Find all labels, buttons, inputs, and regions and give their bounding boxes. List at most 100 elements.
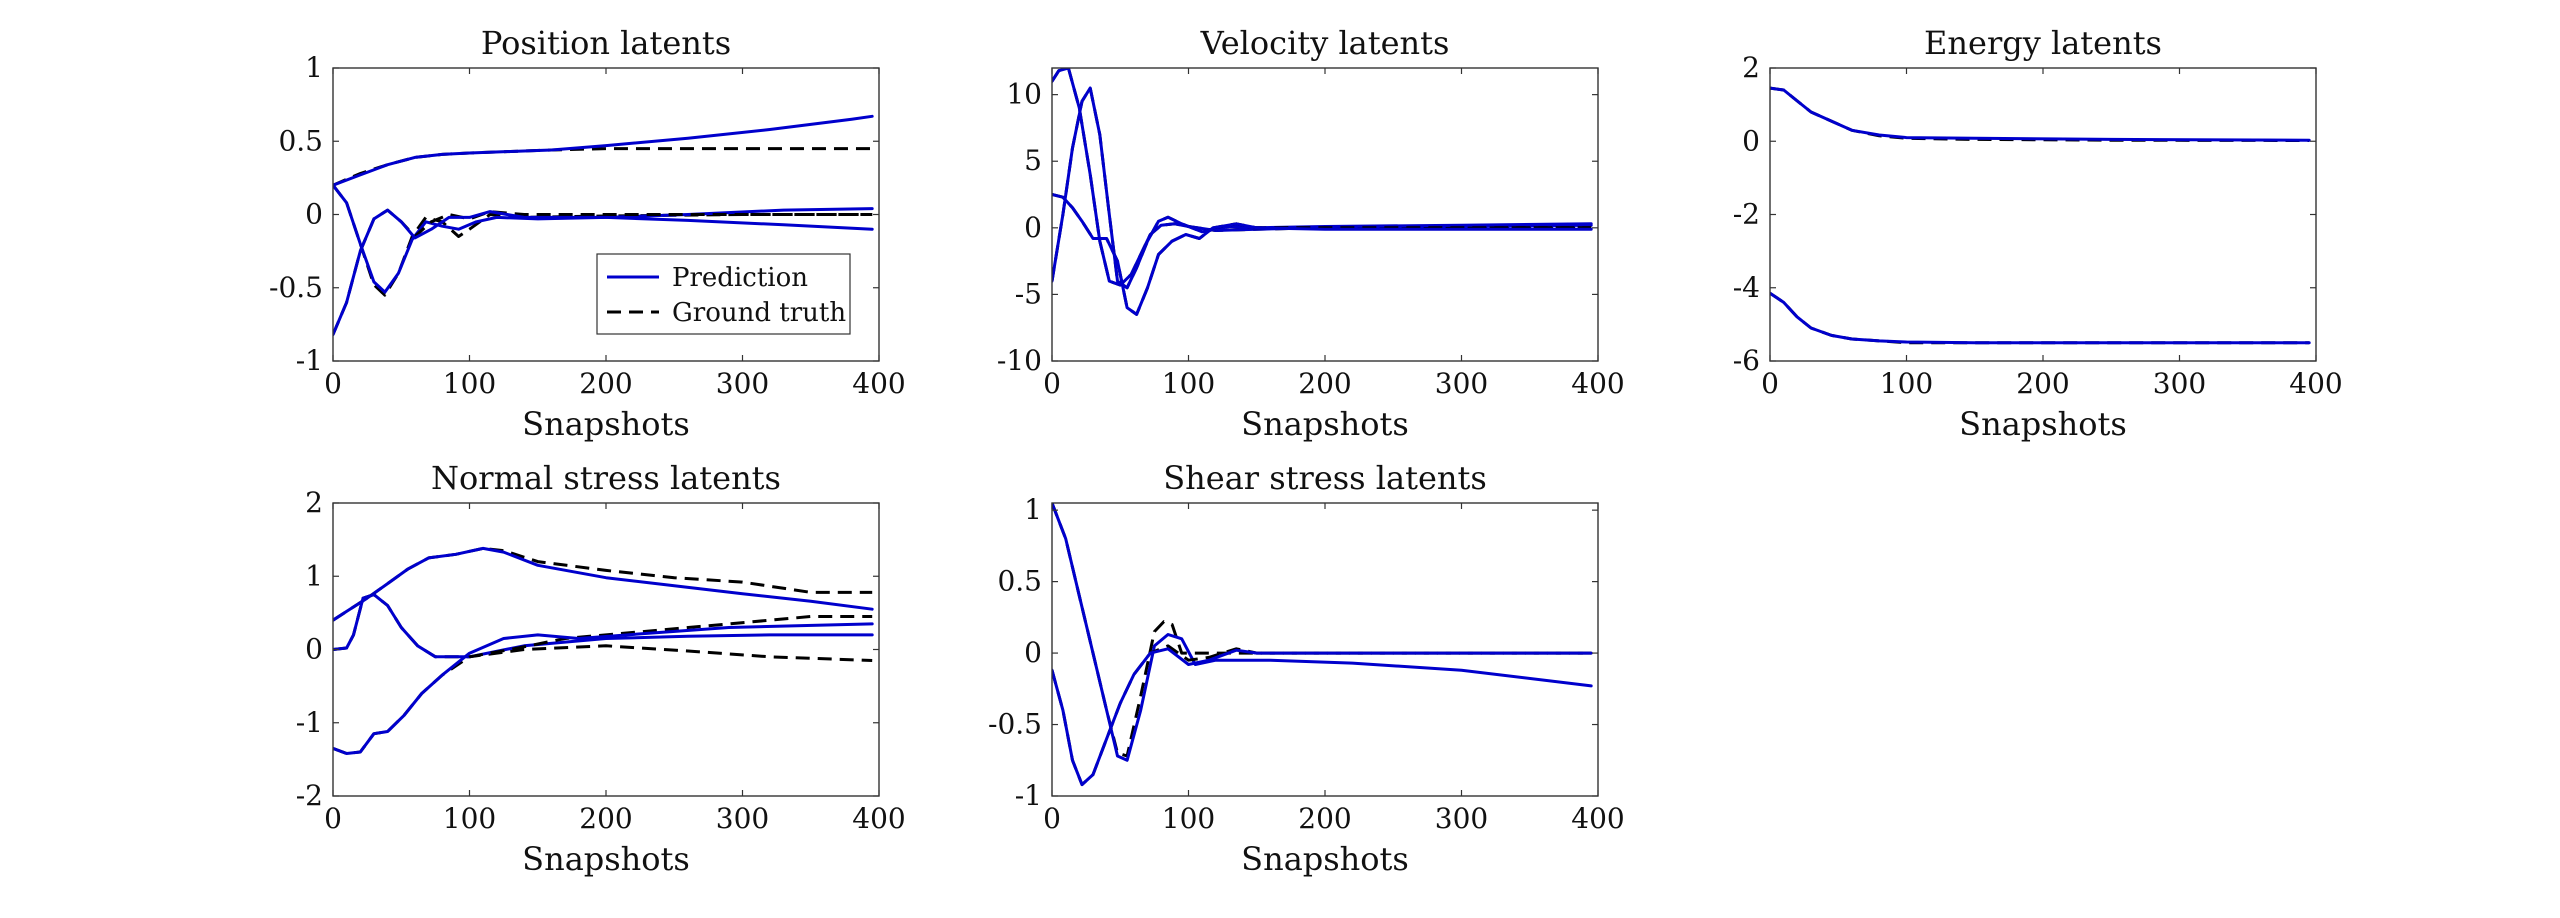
chart-panel-4: Normal stress latents 0 100 200 300 400 -2 -1 0 1… <box>296 459 906 878</box>
x-axis-label: Snapshots <box>1241 405 1409 443</box>
chart-panel-2: Velocity latents 0 100 200 300 400 -10 -5 0 5 10 Sn… <box>997 24 1625 443</box>
x-tick-label: 300 <box>716 802 769 835</box>
x-tick-label: 200 <box>1298 802 1351 835</box>
y-tick-label: 0 <box>1024 636 1042 669</box>
y-tick-label: -2 <box>296 779 323 812</box>
y-tick-label: 1 <box>305 559 323 592</box>
series-group <box>333 114 874 337</box>
ground-truth-line-1 <box>333 546 873 622</box>
prediction-line-2 <box>1052 503 1593 762</box>
ground-truth-line-3 <box>333 593 873 662</box>
prediction-line-2 <box>333 546 874 622</box>
x-tick-label: 300 <box>2153 367 2206 400</box>
prediction-line-4 <box>1770 291 2311 345</box>
x-tick-label: 200 <box>1298 367 1351 400</box>
ground-truth-line-3 <box>1052 86 1592 290</box>
y-tick-label: -1 <box>296 344 323 377</box>
x-tick-label: 200 <box>579 367 632 400</box>
axes-box <box>1051 502 1599 797</box>
x-tick-label: 200 <box>579 802 632 835</box>
y-tick-label: -1 <box>1015 779 1042 812</box>
x-axis-label: Snapshots <box>1241 840 1409 878</box>
ground-truth-line-3 <box>1770 291 2310 345</box>
x-tick-label: 100 <box>443 367 496 400</box>
x-tick-label: 300 <box>1435 367 1488 400</box>
prediction-line-2 <box>1052 68 1593 287</box>
x-tick-label: 100 <box>443 802 496 835</box>
y-tick-label: 0.5 <box>997 565 1042 598</box>
y-tick-label: -1 <box>296 706 323 739</box>
ground-truth-line-3 <box>1052 644 1592 787</box>
chart-title: Normal stress latents <box>431 459 781 497</box>
x-tick-label: 400 <box>1571 367 1624 400</box>
x-tick-label: 400 <box>852 802 905 835</box>
legend-box <box>596 253 851 335</box>
axes-box <box>1051 67 1599 362</box>
chart-panel-5: Shear stress latents 0 100 200 300 400 -1 -0.5 0… <box>988 459 1625 878</box>
ground-truth-line-1 <box>333 147 873 187</box>
y-tick-label: -10 <box>997 344 1042 377</box>
legend: Prediction Ground truth <box>596 253 851 335</box>
x-tick-label: 0 <box>324 802 342 835</box>
y-tick-label: 2 <box>305 486 323 519</box>
y-tick-label: 2 <box>1742 51 1760 84</box>
chart-title: Shear stress latents <box>1163 459 1487 497</box>
prediction-line-2 <box>1770 86 2311 142</box>
y-tick-label: 0 <box>305 633 323 666</box>
x-tick-label: 200 <box>2016 367 2069 400</box>
y-tick-label: -0.5 <box>988 708 1042 741</box>
prediction-line-6 <box>1052 193 1593 316</box>
y-tick-label: 0.5 <box>278 124 323 157</box>
prediction-line-4 <box>1052 86 1593 290</box>
ground-truth-line-5 <box>1052 193 1592 316</box>
y-tick-label: -5 <box>1015 277 1042 310</box>
x-tick-label: 400 <box>852 367 905 400</box>
series-group <box>333 546 874 755</box>
y-tick-label: 1 <box>305 51 323 84</box>
x-tick-label: 400 <box>2289 367 2342 400</box>
axes-box <box>332 502 880 797</box>
prediction-line-6 <box>333 208 874 337</box>
prediction-line-4 <box>1052 647 1593 787</box>
prediction-line-4 <box>333 593 874 659</box>
x-tick-label: 400 <box>1571 802 1624 835</box>
y-tick-label: -0.5 <box>269 271 323 304</box>
y-tick-label: 0 <box>1024 211 1042 244</box>
prediction-line-6 <box>333 622 874 755</box>
series-group <box>1052 68 1593 316</box>
ground-truth-line-1 <box>1052 68 1592 287</box>
axes-box <box>1769 67 2317 362</box>
series-group <box>1052 503 1593 787</box>
x-tick-label: 100 <box>1162 802 1215 835</box>
y-tick-label: -2 <box>1733 198 1760 231</box>
x-axis-label: Snapshots <box>1959 405 2127 443</box>
y-tick-label: 1 <box>1024 493 1042 526</box>
chart-title: Velocity latents <box>1200 24 1450 62</box>
x-tick-label: 0 <box>1043 367 1061 400</box>
x-tick-label: 100 <box>1880 367 1933 400</box>
series-group <box>1770 86 2311 345</box>
y-tick-label: 5 <box>1024 144 1042 177</box>
prediction-line-4 <box>333 183 874 294</box>
x-axis-label: Snapshots <box>522 840 690 878</box>
y-tick-label: 0 <box>305 198 323 231</box>
legend-label: Prediction <box>672 263 808 293</box>
x-tick-label: 100 <box>1162 367 1215 400</box>
ground-truth-line-1 <box>1770 86 2310 142</box>
legend-label: Ground truth <box>672 298 846 328</box>
prediction-line-2 <box>333 114 874 187</box>
x-tick-label: 300 <box>1435 802 1488 835</box>
x-tick-label: 300 <box>716 367 769 400</box>
y-tick-label: 10 <box>1006 78 1042 111</box>
x-tick-label: 0 <box>324 367 342 400</box>
chart-panel-1: Position latents 0 100 200 300 400 -1 -0.5 0 0.5 1… <box>269 24 906 443</box>
y-tick-label: 0 <box>1742 124 1760 157</box>
chart-panel-3: Energy latents 0 100 200 300 400 -6 -4 -2 0 2 Snaps… <box>1733 24 2343 443</box>
chart-title: Position latents <box>481 24 731 62</box>
x-axis-label: Snapshots <box>522 405 690 443</box>
x-tick-label: 0 <box>1761 367 1779 400</box>
chart-title: Energy latents <box>1924 24 2162 62</box>
x-tick-label: 0 <box>1043 802 1061 835</box>
ground-truth-line-1 <box>1052 503 1592 758</box>
